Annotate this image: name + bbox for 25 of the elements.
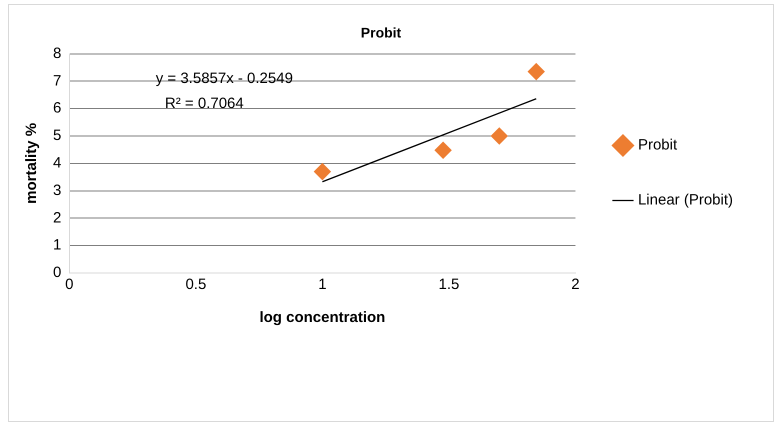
point	[490, 128, 508, 144]
y-tick-label: 2	[53, 209, 62, 226]
y-tick-label: 6	[53, 100, 62, 117]
y-tick-label: 1	[53, 236, 62, 254]
y-tick-label: 5	[53, 127, 62, 144]
x-tick-label: 1.5	[438, 276, 460, 294]
annotation: y = 3.5857x - 0.2549	[156, 70, 293, 87]
y-tick-label: 3	[53, 182, 62, 199]
x-tick-label: 2	[571, 276, 580, 294]
x-tick-label: 1	[318, 276, 327, 294]
legend-label: Probit	[638, 136, 678, 154]
point	[528, 63, 545, 80]
legend-label: Linear (Probit)	[638, 192, 734, 209]
annotation: R² = 0.7064	[164, 94, 244, 112]
x-tick-label: 0.5	[185, 276, 206, 294]
y-tick-label: 4	[53, 154, 62, 172]
y-tick-label: 0	[53, 264, 62, 282]
x-axis-title: log concentration	[259, 309, 386, 326]
point	[314, 163, 331, 180]
chart-title: Probit	[360, 24, 402, 40]
point	[434, 142, 452, 159]
x-tick-label: 0	[65, 276, 74, 294]
y-tick-label: 7	[53, 72, 62, 90]
y-axis-title: mortality %	[23, 122, 40, 204]
y-tick-label: 8	[53, 44, 62, 62]
